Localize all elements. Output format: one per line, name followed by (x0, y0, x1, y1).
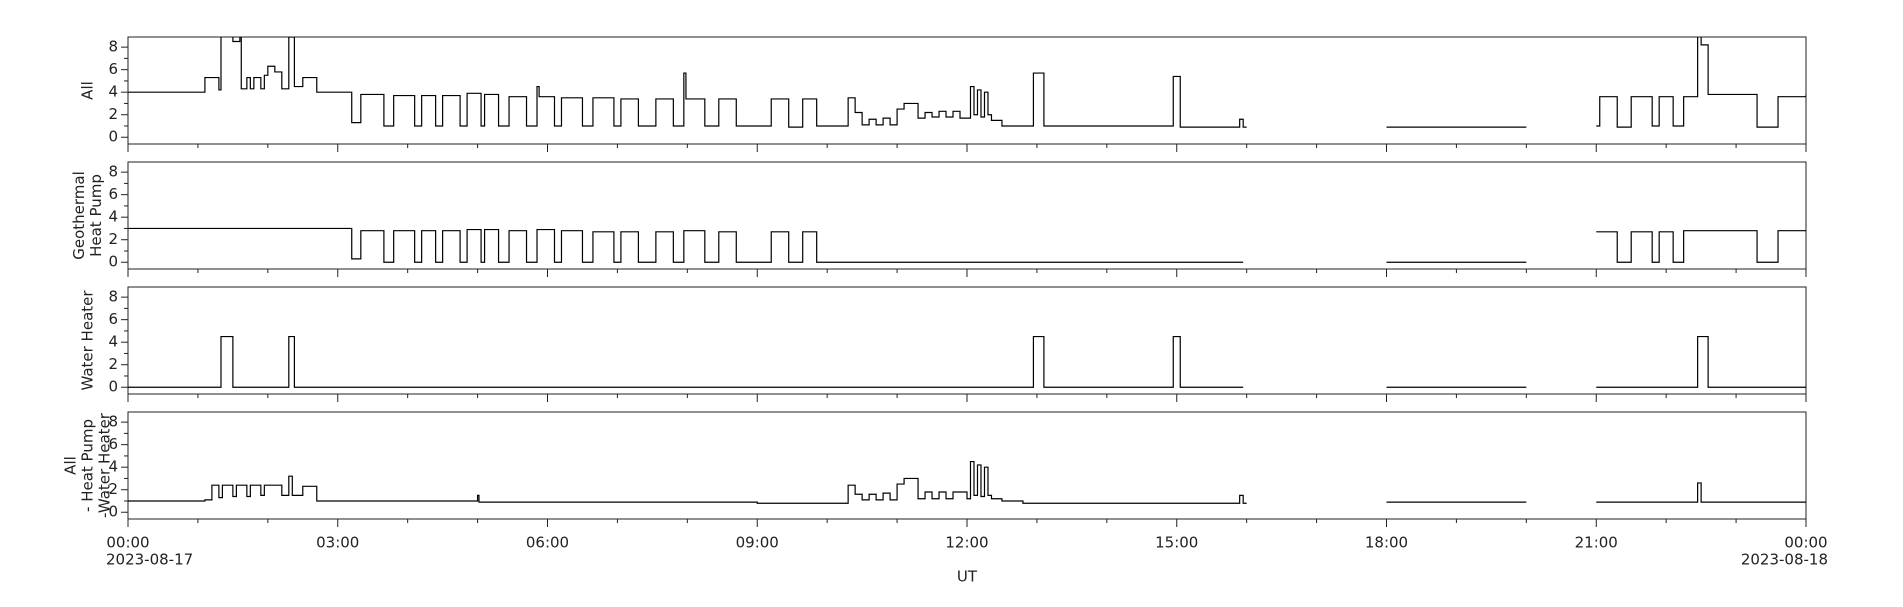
series-line (128, 460, 1247, 504)
y-tick-label: 4 (108, 458, 118, 476)
x-tick-label: 09:00 (736, 534, 779, 552)
y-tick-label: 4 (108, 208, 118, 226)
series-line (128, 335, 1244, 388)
y-tick-label: 4 (108, 333, 118, 351)
series-line (128, 37, 1247, 128)
y-tick-label: 2 (108, 230, 118, 248)
x-tick-label: 18:00 (1365, 534, 1408, 552)
y-tick-label: 6 (108, 60, 118, 78)
x-tick-label: 15:00 (1155, 534, 1198, 552)
x-tick-label: 00:00 (1784, 534, 1827, 552)
y-tick-label: 8 (108, 413, 118, 431)
y-tick-label: 2 (108, 480, 118, 498)
panel-frame (127, 286, 1807, 395)
y-tick-label: 8 (108, 163, 118, 181)
panel-frame (127, 36, 1807, 145)
series-line (1596, 230, 1806, 263)
y-axis-label: Water Heater (79, 290, 97, 391)
x-tick-label: 00:00 (106, 534, 149, 552)
series-line (1596, 335, 1806, 388)
y-tick-label: 2 (108, 355, 118, 373)
panel-frame (127, 161, 1807, 270)
y-axis-label: -Water Heater (96, 412, 114, 518)
date-label: 2023-08-17 (106, 551, 193, 569)
y-axis-label: Geothermal (70, 171, 88, 260)
panel-frame (127, 411, 1807, 520)
y-axis-label: All (79, 81, 97, 100)
y-tick-label: 0 (108, 503, 118, 521)
series-line (1596, 37, 1806, 128)
y-tick-label: 0 (108, 253, 118, 271)
x-tick-label: 12:00 (945, 534, 988, 552)
x-tick-label: 21:00 (1575, 534, 1618, 552)
x-axis-label: UT (957, 568, 978, 586)
y-tick-label: 6 (108, 185, 118, 203)
y-tick-label: 2 (108, 105, 118, 123)
series-line (1596, 482, 1806, 503)
y-axis-label: - Heat Pump (79, 419, 97, 512)
series-line (128, 227, 1244, 263)
date-label: 2023-08-18 (1741, 551, 1828, 569)
y-axis-label: All (62, 456, 80, 475)
y-tick-label: 4 (108, 83, 118, 101)
y-tick-label: 6 (108, 310, 118, 328)
y-tick-label: 8 (108, 38, 118, 56)
y-tick-label: 0 (108, 378, 118, 396)
x-tick-label: 03:00 (316, 534, 359, 552)
x-tick-label: 06:00 (526, 534, 569, 552)
y-tick-label: 8 (108, 288, 118, 306)
y-tick-label: 6 (108, 435, 118, 453)
y-axis-label: Heat Pump (87, 174, 105, 257)
y-tick-label: 0 (108, 128, 118, 146)
